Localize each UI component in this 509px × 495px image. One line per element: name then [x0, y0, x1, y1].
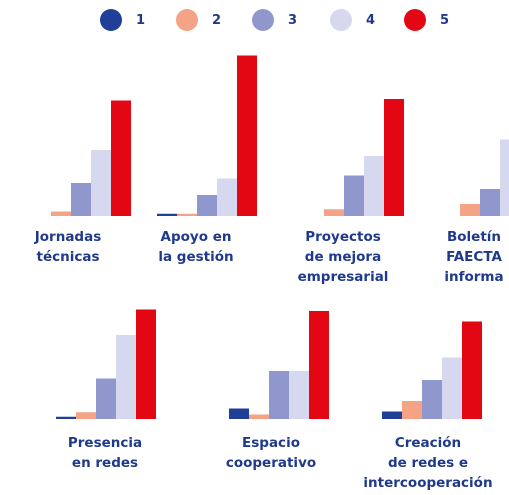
bar-series-3 [422, 380, 442, 419]
bar-series-2 [402, 401, 422, 419]
bar-series-4 [364, 156, 384, 216]
legend-item-3: 3 [252, 8, 297, 32]
legend-item-1: 1 [100, 8, 145, 32]
bar-series-4 [442, 357, 462, 419]
chart-panel: Apoyo en la gestión [157, 55, 257, 265]
bar-series-2 [249, 414, 269, 419]
chart-panel: Proyectos de mejora empresarial [298, 99, 404, 285]
bar-series-2 [324, 209, 344, 216]
category-label: Espacio [242, 435, 300, 451]
bar-series-4 [116, 335, 136, 419]
category-label: técnicas [37, 249, 100, 265]
bar-series-3 [197, 195, 217, 216]
bar-series-2 [460, 204, 480, 216]
bar-series-5 [384, 99, 404, 216]
legend-item-4: 4 [330, 8, 375, 32]
category-label: Proyectos [305, 229, 381, 245]
category-label: Presencia [68, 435, 142, 451]
legend-label: 3 [288, 12, 298, 28]
bar-series-5 [111, 100, 131, 216]
category-label: Creación [395, 435, 461, 451]
bar-series-5 [309, 311, 329, 419]
legend-label: 1 [136, 12, 146, 28]
legend-swatch [176, 9, 198, 31]
category-label: intercooperación [363, 475, 492, 491]
legend-swatch [404, 9, 426, 31]
chart-panel: Jornadas técnicas [34, 100, 131, 265]
category-label: Boletín [447, 229, 501, 245]
legend-item-2: 2 [176, 8, 221, 32]
category-label: en redes [72, 455, 138, 471]
bar-series-3 [71, 183, 91, 216]
legend-item-5: 5 [404, 8, 449, 32]
bar-series-2 [76, 412, 96, 419]
category-label: informa [444, 269, 503, 285]
chart-panel: Espacio cooperativo [226, 311, 329, 471]
chart-panel: Boletín FAECTA informa [444, 139, 509, 285]
category-label: FAECTA [446, 249, 502, 265]
bar-series-4 [289, 371, 309, 419]
bar-series-4 [500, 139, 509, 216]
legend-swatch [100, 9, 122, 31]
chart-panel: Creación de redes e intercooperación [363, 321, 493, 491]
category-label: de redes e [388, 455, 468, 471]
bar-series-3 [480, 189, 500, 216]
bar-series-1 [157, 213, 177, 216]
legend-swatch [252, 9, 274, 31]
bar-series-2 [51, 211, 71, 216]
legend: 1 2 3 4 5 [0, 8, 509, 32]
bar-series-1 [56, 416, 76, 419]
chart-panel: Presencia en redes [56, 309, 156, 471]
bar-series-5 [136, 309, 156, 419]
legend-label: 4 [366, 12, 376, 28]
bar-series-5 [237, 55, 257, 216]
legend-label: 2 [212, 12, 222, 28]
bar-series-2 [177, 213, 197, 216]
bar-series-4 [217, 178, 237, 216]
bar-series-3 [269, 371, 289, 419]
category-label: Apoyo en [161, 229, 232, 245]
legend-swatch [330, 9, 352, 31]
bar-series-5 [462, 321, 482, 419]
category-label: Jornadas [34, 229, 102, 245]
bar-series-3 [96, 378, 116, 419]
category-label: empresarial [298, 269, 389, 285]
bar-series-1 [229, 408, 249, 419]
bar-series-4 [91, 150, 111, 216]
bar-series-1 [382, 411, 402, 419]
category-label: la gestión [158, 249, 233, 265]
category-label: cooperativo [226, 455, 316, 471]
bar-series-3 [344, 175, 364, 216]
legend-label: 5 [440, 12, 450, 28]
category-label: de mejora [305, 249, 381, 265]
